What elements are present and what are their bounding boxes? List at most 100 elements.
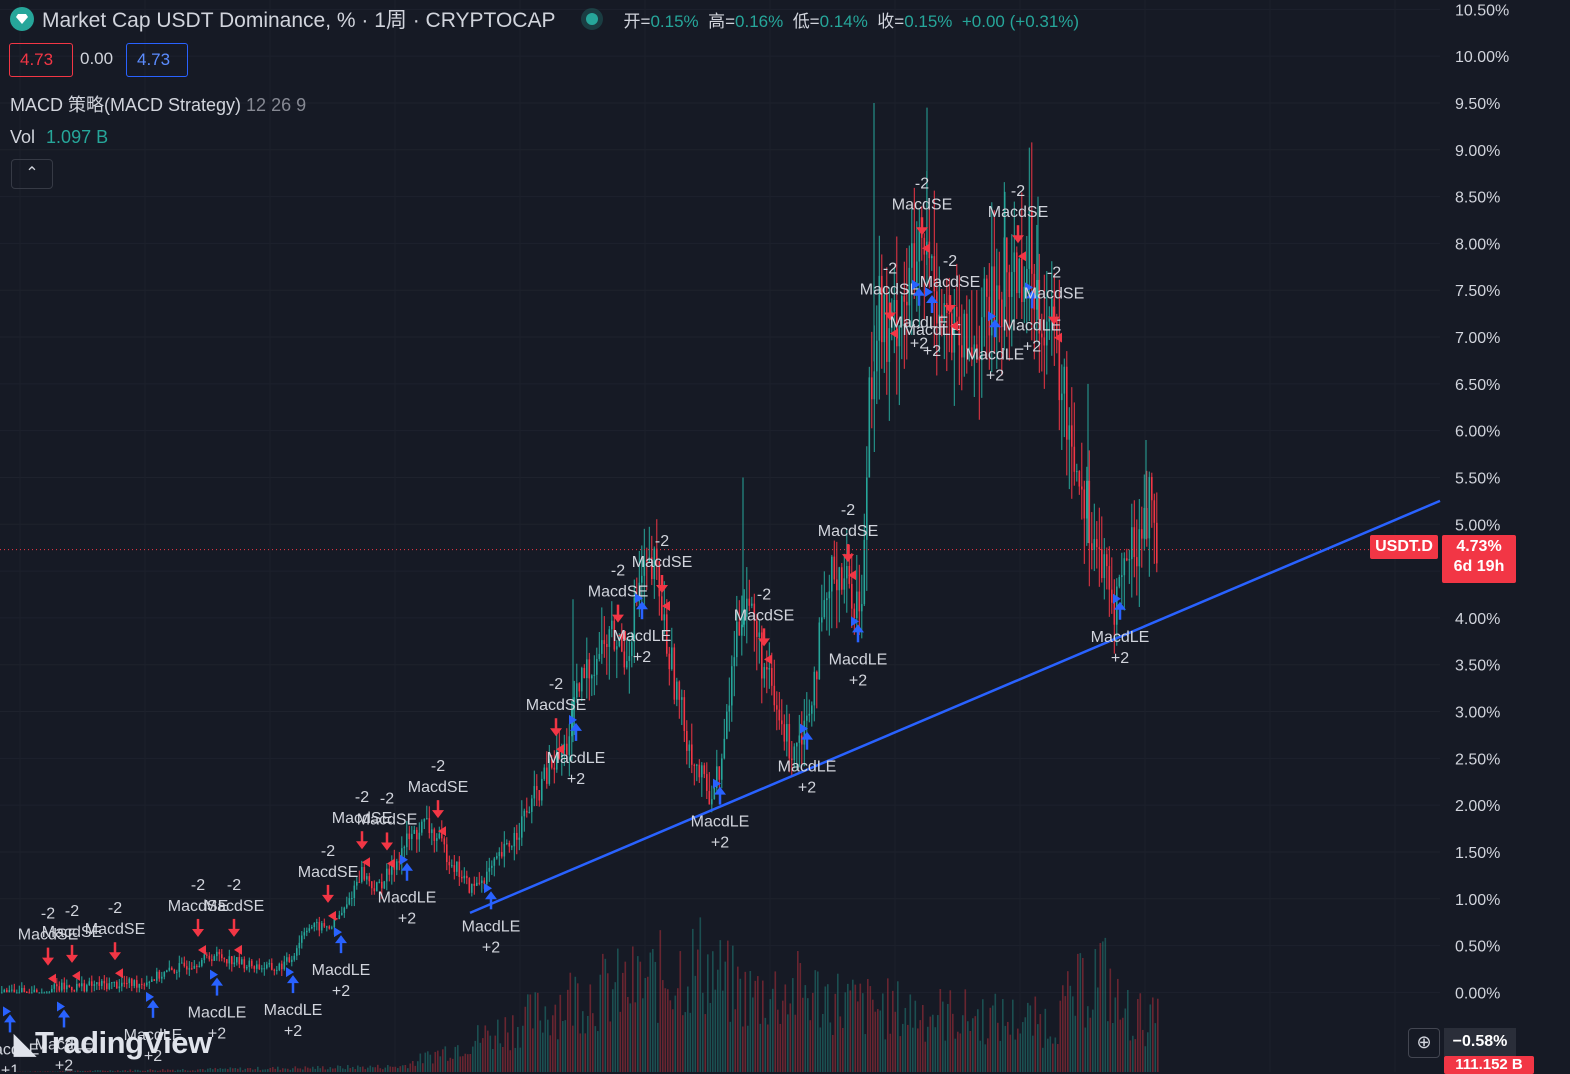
arrow-up-icon xyxy=(401,863,413,871)
signal-qty: -2 xyxy=(1011,183,1025,200)
volume-bar xyxy=(447,1061,449,1072)
volume-bar xyxy=(1092,1010,1094,1072)
candle-body xyxy=(821,617,823,622)
candle-body xyxy=(834,557,836,580)
volume-bar xyxy=(712,951,714,1072)
volume-bar xyxy=(847,984,849,1072)
volume-bar xyxy=(727,941,729,1072)
candle-body xyxy=(151,979,153,982)
candle-body xyxy=(504,844,506,857)
volume-bar xyxy=(890,1034,892,1072)
volume-bar xyxy=(682,1015,684,1072)
candle-body xyxy=(704,765,706,774)
candle-body xyxy=(219,952,221,954)
volume-bar xyxy=(895,1012,897,1072)
candle-body xyxy=(481,881,483,884)
volume-bar xyxy=(635,1002,637,1072)
volume-bar xyxy=(960,1033,962,1072)
strategy-legend[interactable]: MACD 策略(MACD Strategy) 12 26 9 xyxy=(10,91,306,117)
volume-bar xyxy=(370,1066,372,1072)
candle-body xyxy=(539,790,541,800)
volume-bar xyxy=(905,1008,907,1072)
volume-bar xyxy=(502,1047,504,1072)
candle-body xyxy=(741,625,743,636)
candle-body xyxy=(1121,575,1123,577)
volume-bar xyxy=(667,989,669,1072)
candle-body xyxy=(579,683,581,691)
volume-bar xyxy=(1017,1029,1019,1072)
candle-body xyxy=(1079,471,1081,486)
volume-bar xyxy=(335,1068,337,1072)
candle-body xyxy=(774,686,776,705)
candle-body xyxy=(379,882,381,883)
volume-legend[interactable]: Vol 1.097 B xyxy=(10,127,108,148)
volume-bar xyxy=(740,979,742,1072)
candle-body xyxy=(616,646,618,649)
volume-bar xyxy=(487,1031,489,1072)
signal-label: MacdSE xyxy=(860,282,920,299)
y-tick-label: 1.50% xyxy=(1455,845,1500,862)
candle-body xyxy=(299,943,301,948)
buy-button[interactable]: 4.73 xyxy=(126,43,188,77)
volume-bar xyxy=(1010,1035,1012,1072)
candle-body xyxy=(1064,367,1066,394)
candle-body xyxy=(44,992,46,993)
volume-bar xyxy=(1080,953,1082,1072)
tv-mark-icon: ◣ xyxy=(14,1028,35,1059)
candle-body xyxy=(719,766,721,779)
candle-body xyxy=(289,957,291,962)
price-axis[interactable]: 10.50%10.00%9.50%9.00%8.50%8.00%7.50%7.0… xyxy=(1455,2,1509,1002)
volume-bar xyxy=(1005,1026,1007,1072)
signal-qty: -2 xyxy=(380,790,394,807)
candle-body xyxy=(674,647,676,699)
volume-bar xyxy=(1095,949,1097,1072)
signal-qty: -2 xyxy=(321,843,335,860)
volume-bar xyxy=(807,998,809,1072)
volume-bar xyxy=(480,1043,482,1072)
volume-bar xyxy=(342,1068,344,1072)
candle-body xyxy=(1111,590,1113,603)
candle-body xyxy=(346,904,348,907)
volume-bar xyxy=(467,1054,469,1072)
current-price-tag: 4.73% 6d 19h xyxy=(1442,535,1516,583)
volume-bar xyxy=(732,946,734,1072)
candle-body xyxy=(759,632,761,636)
signal-qty: -2 xyxy=(915,175,929,192)
volume-bar xyxy=(742,1026,744,1072)
candle-body xyxy=(264,968,266,969)
candle-body xyxy=(1109,566,1111,590)
sell-button[interactable]: 4.73 xyxy=(9,43,73,77)
zoom-icon[interactable]: ⊕ xyxy=(1408,1028,1440,1058)
volume-bar xyxy=(607,973,609,1072)
candle-body xyxy=(554,768,556,770)
volume-bar xyxy=(360,1067,362,1072)
candle-body xyxy=(1141,529,1143,538)
arrow-up-icon xyxy=(4,1014,16,1022)
candle-body xyxy=(664,614,666,620)
candle-body xyxy=(931,256,933,258)
volume-bar xyxy=(640,962,642,1072)
symbol-title[interactable]: Market Cap USDT Dominance, % · 1周 · CRYP… xyxy=(42,4,556,34)
y-tick-label: 7.00% xyxy=(1455,330,1500,347)
candle-body xyxy=(476,883,478,886)
volume-bar xyxy=(677,988,679,1072)
candle-body xyxy=(671,647,673,669)
signal-label: MacdLE xyxy=(312,962,371,979)
candle-body xyxy=(1069,425,1071,439)
candle-body xyxy=(221,954,223,958)
candle-body xyxy=(79,984,81,986)
candle-body xyxy=(1074,447,1076,472)
candle-body xyxy=(181,963,183,964)
long-entry-signal: MacdLE+2 xyxy=(691,779,750,852)
volume-bar xyxy=(695,976,697,1072)
arrow-up-icon xyxy=(801,732,813,740)
long-entry-signal: MacdLE+2 xyxy=(829,616,888,689)
volume-bar xyxy=(235,1068,237,1072)
entry-marker-icon xyxy=(328,911,336,921)
volume-bar xyxy=(642,998,644,1072)
candle-body xyxy=(1071,425,1073,446)
candle-body xyxy=(374,888,376,891)
collapse-legend-button[interactable]: ⌃ xyxy=(11,159,53,189)
arrow-down-icon xyxy=(550,728,562,736)
